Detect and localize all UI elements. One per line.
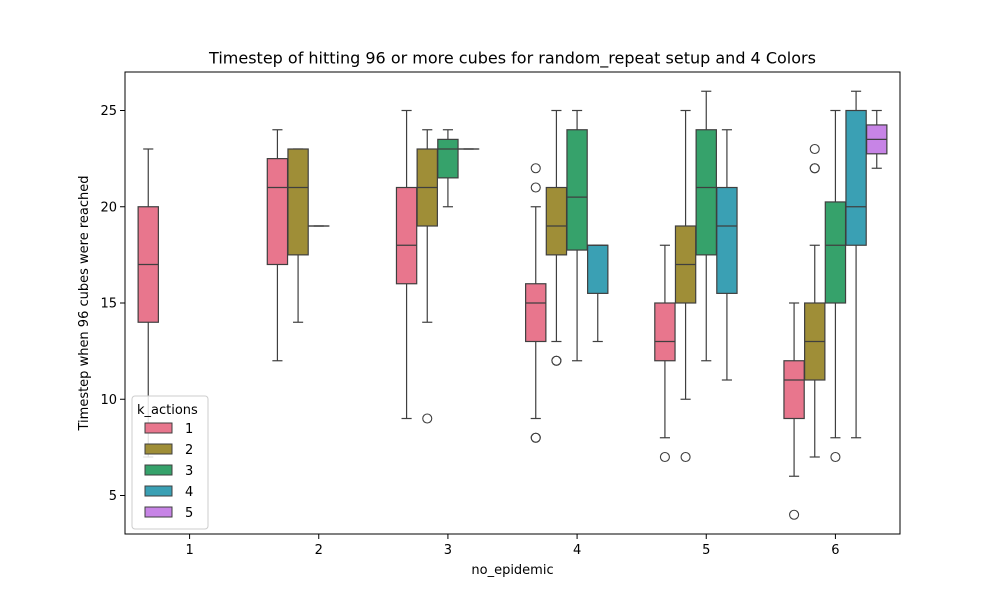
iqr-box <box>824 201 847 304</box>
iqr-box <box>525 283 547 343</box>
iqr-box <box>545 186 568 256</box>
iqr-box <box>266 158 289 266</box>
legend-swatch-4 <box>144 485 173 497</box>
legend-swatch-3 <box>144 464 173 476</box>
y-tick-label: 15 <box>100 297 117 312</box>
outlier-point <box>551 355 562 366</box>
outlier-point <box>680 451 691 463</box>
iqr-box <box>566 129 588 251</box>
x-tick-label: 4 <box>573 543 581 558</box>
plot-frame <box>124 71 901 535</box>
outlier-point <box>530 432 541 443</box>
box-4-cat-5 <box>716 129 738 381</box>
legend-title: k_actions <box>137 403 198 418</box>
legend: k_actions 1 2 3 4 5 <box>131 395 209 530</box>
x-tick-label: 2 <box>315 543 323 558</box>
legend-label-4: 4 <box>185 485 193 500</box>
legend-swatch-2 <box>144 443 173 455</box>
legend-label-3: 3 <box>185 464 193 479</box>
y-tick-label: 10 <box>100 393 117 408</box>
box-2-cat-3 <box>416 129 438 424</box>
box-3-cat-5 <box>695 90 717 362</box>
outlier-point <box>830 451 841 463</box>
legend-label-5: 5 <box>185 506 193 521</box>
plot-area <box>137 90 888 520</box>
outlier-point <box>530 182 541 193</box>
iqr-box <box>395 186 418 285</box>
legend-label-1: 1 <box>185 422 193 437</box>
legend-label-2: 2 <box>185 443 193 458</box>
box-1-cat-6 <box>783 302 805 520</box>
x-tick-label: 5 <box>702 543 710 558</box>
iqr-box <box>654 302 676 362</box>
outlier-point <box>809 163 820 174</box>
outlier-point <box>422 413 433 424</box>
outlier-point <box>789 509 800 520</box>
box-1-cat-2 <box>266 129 289 362</box>
box-5-cat-6 <box>866 109 888 169</box>
box-2-cat-4 <box>545 109 568 366</box>
y-axis-label: Timestep when 96 cubes were reached <box>77 175 92 431</box>
x-tick-label: 3 <box>444 543 452 558</box>
box-4-cat-4 <box>587 244 609 343</box>
legend-swatch-1 <box>144 422 173 434</box>
iqr-box <box>587 244 609 294</box>
box-2-cat-5 <box>674 109 697 463</box>
y-tick-label: 25 <box>100 104 117 119</box>
box-1-cat-5 <box>654 244 676 463</box>
outlier-point <box>659 451 670 463</box>
y-tick-label: 20 <box>100 200 117 215</box>
legend-swatch-5 <box>144 506 173 518</box>
iqr-box <box>695 129 717 256</box>
x-tick-label: 1 <box>185 543 193 558</box>
chart-title: Timestep of hitting 96 or more cubes for… <box>208 49 816 69</box>
outlier-point <box>530 163 541 174</box>
iqr-box <box>437 138 459 179</box>
box-2-cat-6 <box>804 143 826 458</box>
x-tick-label: 6 <box>831 543 839 558</box>
x-axis-label: no_epidemic <box>471 563 553 578</box>
iqr-box <box>845 109 867 246</box>
y-tick-label: 5 <box>109 489 117 504</box>
box-3-cat-3 <box>437 129 459 208</box>
box-3-cat-4 <box>566 109 588 362</box>
iqr-box <box>783 360 805 420</box>
box-4-cat-6 <box>845 90 867 439</box>
outlier-point <box>809 143 820 155</box>
iqr-box <box>287 148 309 256</box>
box-1-cat-3 <box>395 109 418 420</box>
box-3-cat-6 <box>824 109 847 463</box>
box-2-cat-2 <box>287 148 309 323</box>
box-1-cat-4 <box>525 163 547 443</box>
iqr-box <box>716 186 738 294</box>
